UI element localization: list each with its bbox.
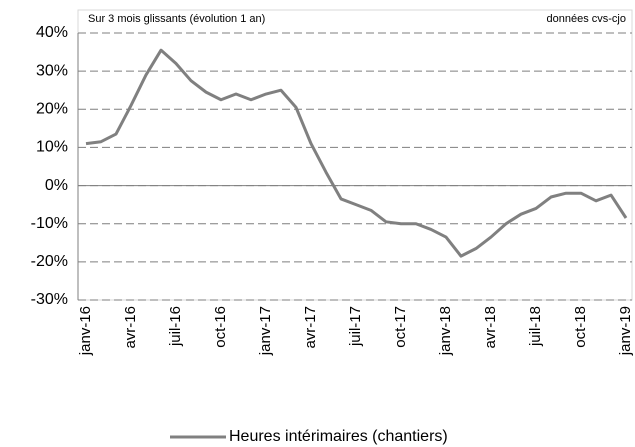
annotation: Sur 3 mois glissants (évolution 1 an) — [88, 13, 265, 25]
x-tick-label: janv-19 — [617, 306, 634, 356]
x-tick-label: juil-18 — [527, 306, 544, 347]
legend-label: Heures intérimaires (chantiers) — [229, 428, 448, 445]
x-tick-label: avr-17 — [302, 306, 319, 349]
plot-frame — [77, 9, 633, 301]
y-tick-label: -20% — [31, 253, 68, 270]
y-tick-label: 20% — [36, 101, 68, 118]
y-tick-label: -10% — [31, 215, 68, 232]
x-tick-label: janv-18 — [437, 306, 454, 356]
y-tick-label: 0% — [45, 177, 68, 194]
x-tick-label: janv-17 — [257, 306, 274, 356]
x-tick-label: oct-17 — [392, 306, 409, 348]
y-tick-label: 30% — [36, 62, 68, 79]
y-tick-label: 10% — [36, 139, 68, 156]
x-tick-label: avr-18 — [482, 306, 499, 349]
x-tick-label: janv-16 — [77, 306, 94, 356]
series-line — [85, 48, 628, 258]
x-tick-label: oct-16 — [212, 306, 229, 348]
annotation: données cvs-cjo — [547, 13, 627, 25]
x-tick-label: avr-16 — [122, 306, 139, 349]
y-tick-label: 40% — [36, 24, 68, 41]
y-tick-label: -30% — [31, 291, 68, 308]
x-tick-label: juil-16 — [167, 306, 184, 347]
x-tick-label: oct-18 — [572, 306, 589, 348]
x-tick-label: juil-17 — [347, 306, 364, 347]
